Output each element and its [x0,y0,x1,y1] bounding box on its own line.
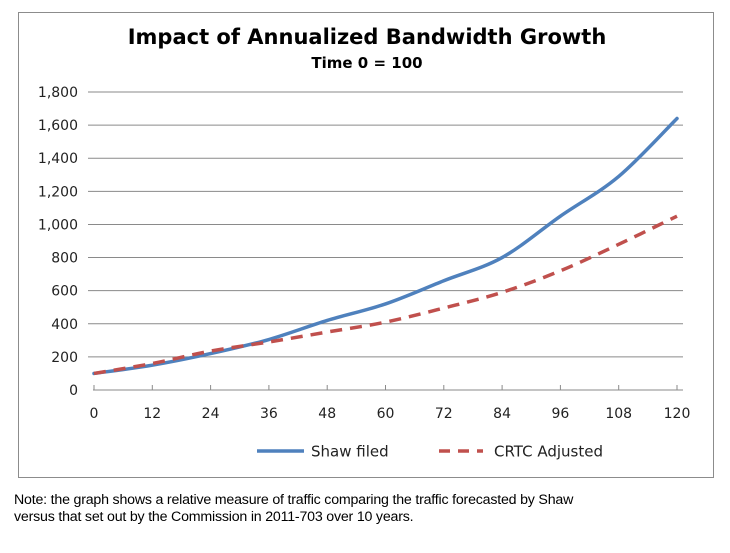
x-tick-label: 120 [664,406,691,422]
series-line-shaw-filed [92,116,679,376]
y-tick-label: 1,200 [38,184,78,200]
footnote-line-1: Note: the graph shows a relative measure… [14,492,574,508]
y-tick-label: 1,000 [38,217,78,233]
chart-subtitle: Time 0 = 100 [311,54,422,72]
axes: 0 200 400 600 800 1,000 1,200 1,400 1,600 1,800 0 1… [38,85,690,422]
series-line-crtc-adjusted [93,214,678,376]
legend-label-crtc-adjusted: CRTC Adjusted [494,443,603,461]
gridlines [88,91,683,358]
x-tick-label: 96 [551,406,569,422]
footnote: Note: the graph shows a relative measure… [14,492,726,526]
y-tick-label: 1,600 [38,118,78,134]
footnote-line-2: versus that set out by the Commission in… [14,509,414,525]
series [92,116,679,376]
x-tick-label: 60 [377,406,395,422]
x-tick-label: 48 [318,406,336,422]
y-tick-label: 1,400 [38,151,78,167]
x-tick-label: 0 [90,406,99,422]
x-tick-label: 108 [605,406,632,422]
x-tick-label: 72 [435,406,453,422]
y-tick-label: 800 [51,251,78,267]
chart-frame: Impact of Annualized Bandwidth Growth Ti… [18,12,714,478]
y-tick-label: 600 [51,284,78,300]
legend-label-shaw-filed: Shaw filed [311,443,389,461]
x-tick-label: 84 [493,406,511,422]
x-tick-label: 36 [260,406,278,422]
y-tick-label: 0 [69,383,78,399]
legend: Shaw filed CRTC Adjusted [257,443,603,461]
line-chart: Impact of Annualized Bandwidth Growth Ti… [38,25,690,461]
y-tick-label: 400 [51,317,78,333]
y-tick-label: 1,800 [38,85,78,101]
chart-title: Impact of Annualized Bandwidth Growth [128,25,607,49]
y-tick-label: 200 [51,350,78,366]
x-tick-label: 24 [202,406,220,422]
x-tick-label: 12 [143,406,161,422]
